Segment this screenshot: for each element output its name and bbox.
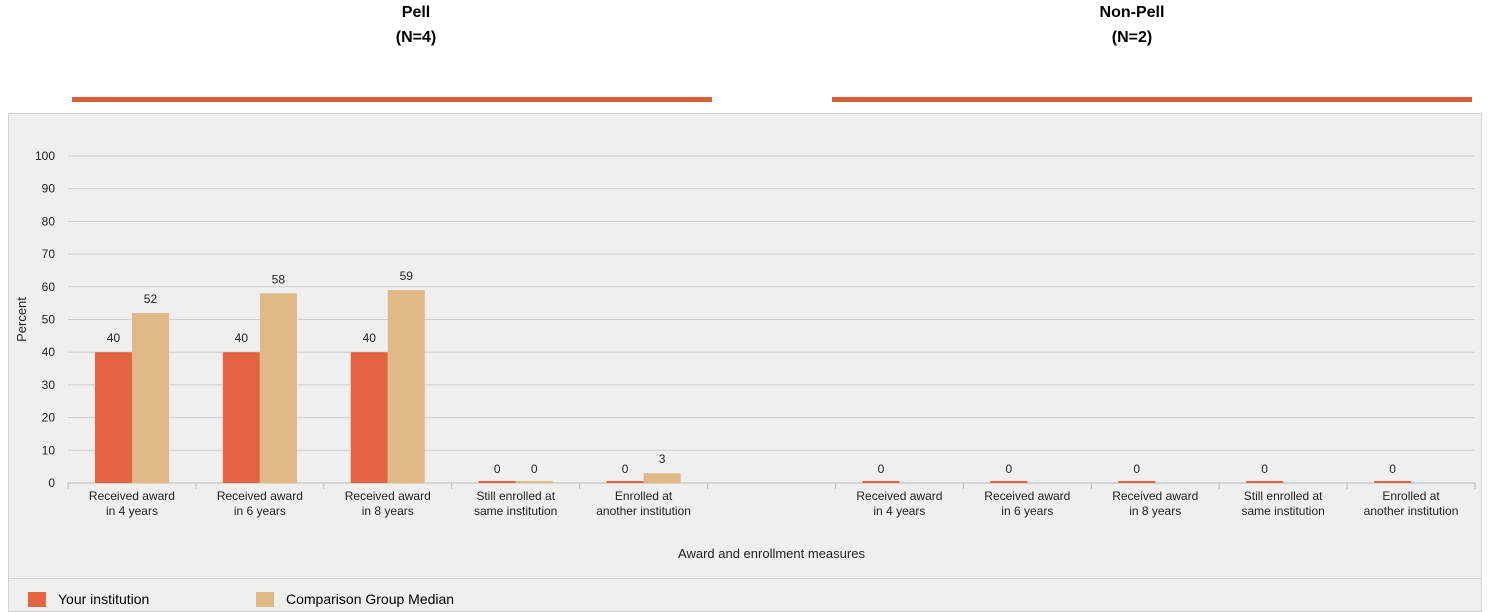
y-tick-label: 0	[48, 476, 55, 490]
y-tick-label: 50	[42, 313, 56, 327]
data-label: 59	[400, 269, 414, 283]
bar-comparison-median	[131, 312, 169, 483]
bar-comparison-median	[387, 290, 425, 483]
x-tick-label: Received award	[89, 489, 175, 503]
data-label: 0	[494, 462, 501, 476]
bar-your-institution	[1374, 481, 1412, 483]
data-label: 0	[1261, 462, 1268, 476]
bar-your-institution	[478, 481, 516, 483]
x-tick-label: another institution	[1364, 504, 1459, 518]
legend-swatch-your-institution	[28, 591, 46, 607]
x-tick-label: in 8 years	[1129, 504, 1181, 518]
group-underline-pell	[72, 97, 712, 102]
legend-label-your-institution: Your institution	[58, 591, 150, 607]
legend-item-your-institution: Your institution	[28, 588, 149, 610]
data-label: 40	[235, 331, 249, 345]
group-title-non-pell-name: Non-Pell	[1099, 4, 1165, 21]
data-label: 52	[144, 292, 158, 306]
y-tick-label: 90	[42, 182, 56, 196]
data-label: 0	[1133, 462, 1140, 476]
bar-your-institution	[606, 481, 644, 483]
x-tick-label: in 6 years	[1001, 504, 1053, 518]
data-label: 0	[531, 462, 538, 476]
legend-swatch-comparison-group-median	[256, 591, 274, 607]
data-label: 0	[1389, 462, 1396, 476]
x-tick-label: Enrolled at	[1382, 489, 1440, 503]
group-title-pell-name: Pell	[401, 4, 431, 21]
bar-comparison-median	[643, 473, 681, 483]
y-tick-label: 30	[42, 378, 56, 392]
y-tick-label: 40	[42, 345, 56, 359]
x-tick-label: in 4 years	[106, 504, 158, 518]
x-tick-label: Still enrolled at	[1244, 489, 1323, 503]
bar-your-institution	[1118, 481, 1156, 483]
y-tick-label: 20	[42, 411, 56, 425]
legend-label-comparison-group-median: Comparison Group Median	[286, 591, 455, 607]
legend-item-comparison-group-median: Comparison Group Median	[256, 588, 454, 610]
x-tick-label: another institution	[596, 504, 691, 518]
y-tick-label: 60	[42, 280, 56, 294]
y-tick-label: 10	[42, 443, 56, 457]
bar-comparison-median	[515, 481, 553, 483]
x-tick-label: Received award	[856, 489, 942, 503]
y-tick-label: 100	[35, 149, 55, 163]
data-label: 0	[622, 462, 629, 476]
group-title-pell: Pell (N=4)	[216, 0, 616, 50]
bar-your-institution	[94, 352, 132, 483]
y-axis-title: Percent	[14, 297, 29, 342]
data-label: 0	[1005, 462, 1012, 476]
x-tick-label: Received award	[1112, 489, 1198, 503]
x-tick-label: Received award	[217, 489, 303, 503]
x-tick-label: same institution	[474, 504, 557, 518]
x-tick-label: in 6 years	[234, 504, 286, 518]
data-label: 40	[107, 331, 121, 345]
group-title-pell-count: (N=4)	[395, 29, 437, 46]
y-tick-label: 80	[42, 214, 56, 228]
x-tick-label: in 4 years	[873, 504, 925, 518]
data-label: 0	[878, 462, 885, 476]
data-label: 3	[659, 452, 666, 466]
x-tick-label: Still enrolled at	[476, 489, 555, 503]
group-title-non-pell-count: (N=2)	[1111, 29, 1153, 46]
data-label: 40	[363, 331, 377, 345]
bar-your-institution	[222, 352, 260, 483]
x-tick-label: Enrolled at	[615, 489, 673, 503]
x-tick-label: same institution	[1241, 504, 1324, 518]
bar-your-institution	[350, 352, 388, 483]
legend-divider	[9, 578, 1481, 579]
bar-your-institution	[862, 481, 900, 483]
x-tick-label: Received award	[984, 489, 1070, 503]
bar-your-institution	[990, 481, 1028, 483]
data-label: 58	[272, 272, 286, 286]
x-tick-label: in 8 years	[362, 504, 414, 518]
group-underline-non-pell	[832, 97, 1472, 102]
bar-comparison-median	[259, 293, 297, 483]
bar-your-institution	[1246, 481, 1284, 483]
group-title-non-pell: Non-Pell (N=2)	[932, 0, 1332, 50]
x-tick-label: Received award	[345, 489, 431, 503]
y-tick-label: 70	[42, 247, 56, 261]
x-axis-title: Award and enrollment measures	[678, 546, 865, 561]
